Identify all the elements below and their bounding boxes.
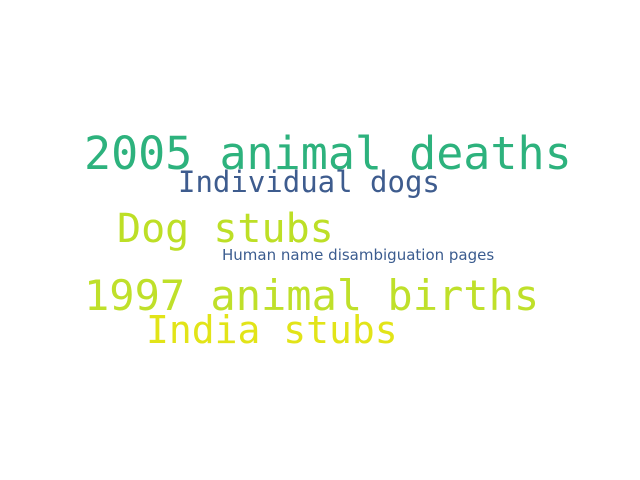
- word-human-name-disambiguation-pages: Human name disambiguation pages: [222, 246, 495, 264]
- word-dog-stubs: Dog stubs: [117, 206, 334, 252]
- word-individual-dogs: Individual dogs: [178, 165, 440, 199]
- word-india-stubs: India stubs: [146, 308, 398, 352]
- word-1997-animal-births: 1997 animal births: [84, 271, 540, 320]
- word-2005-animal-deaths: 2005 animal deaths: [84, 127, 572, 180]
